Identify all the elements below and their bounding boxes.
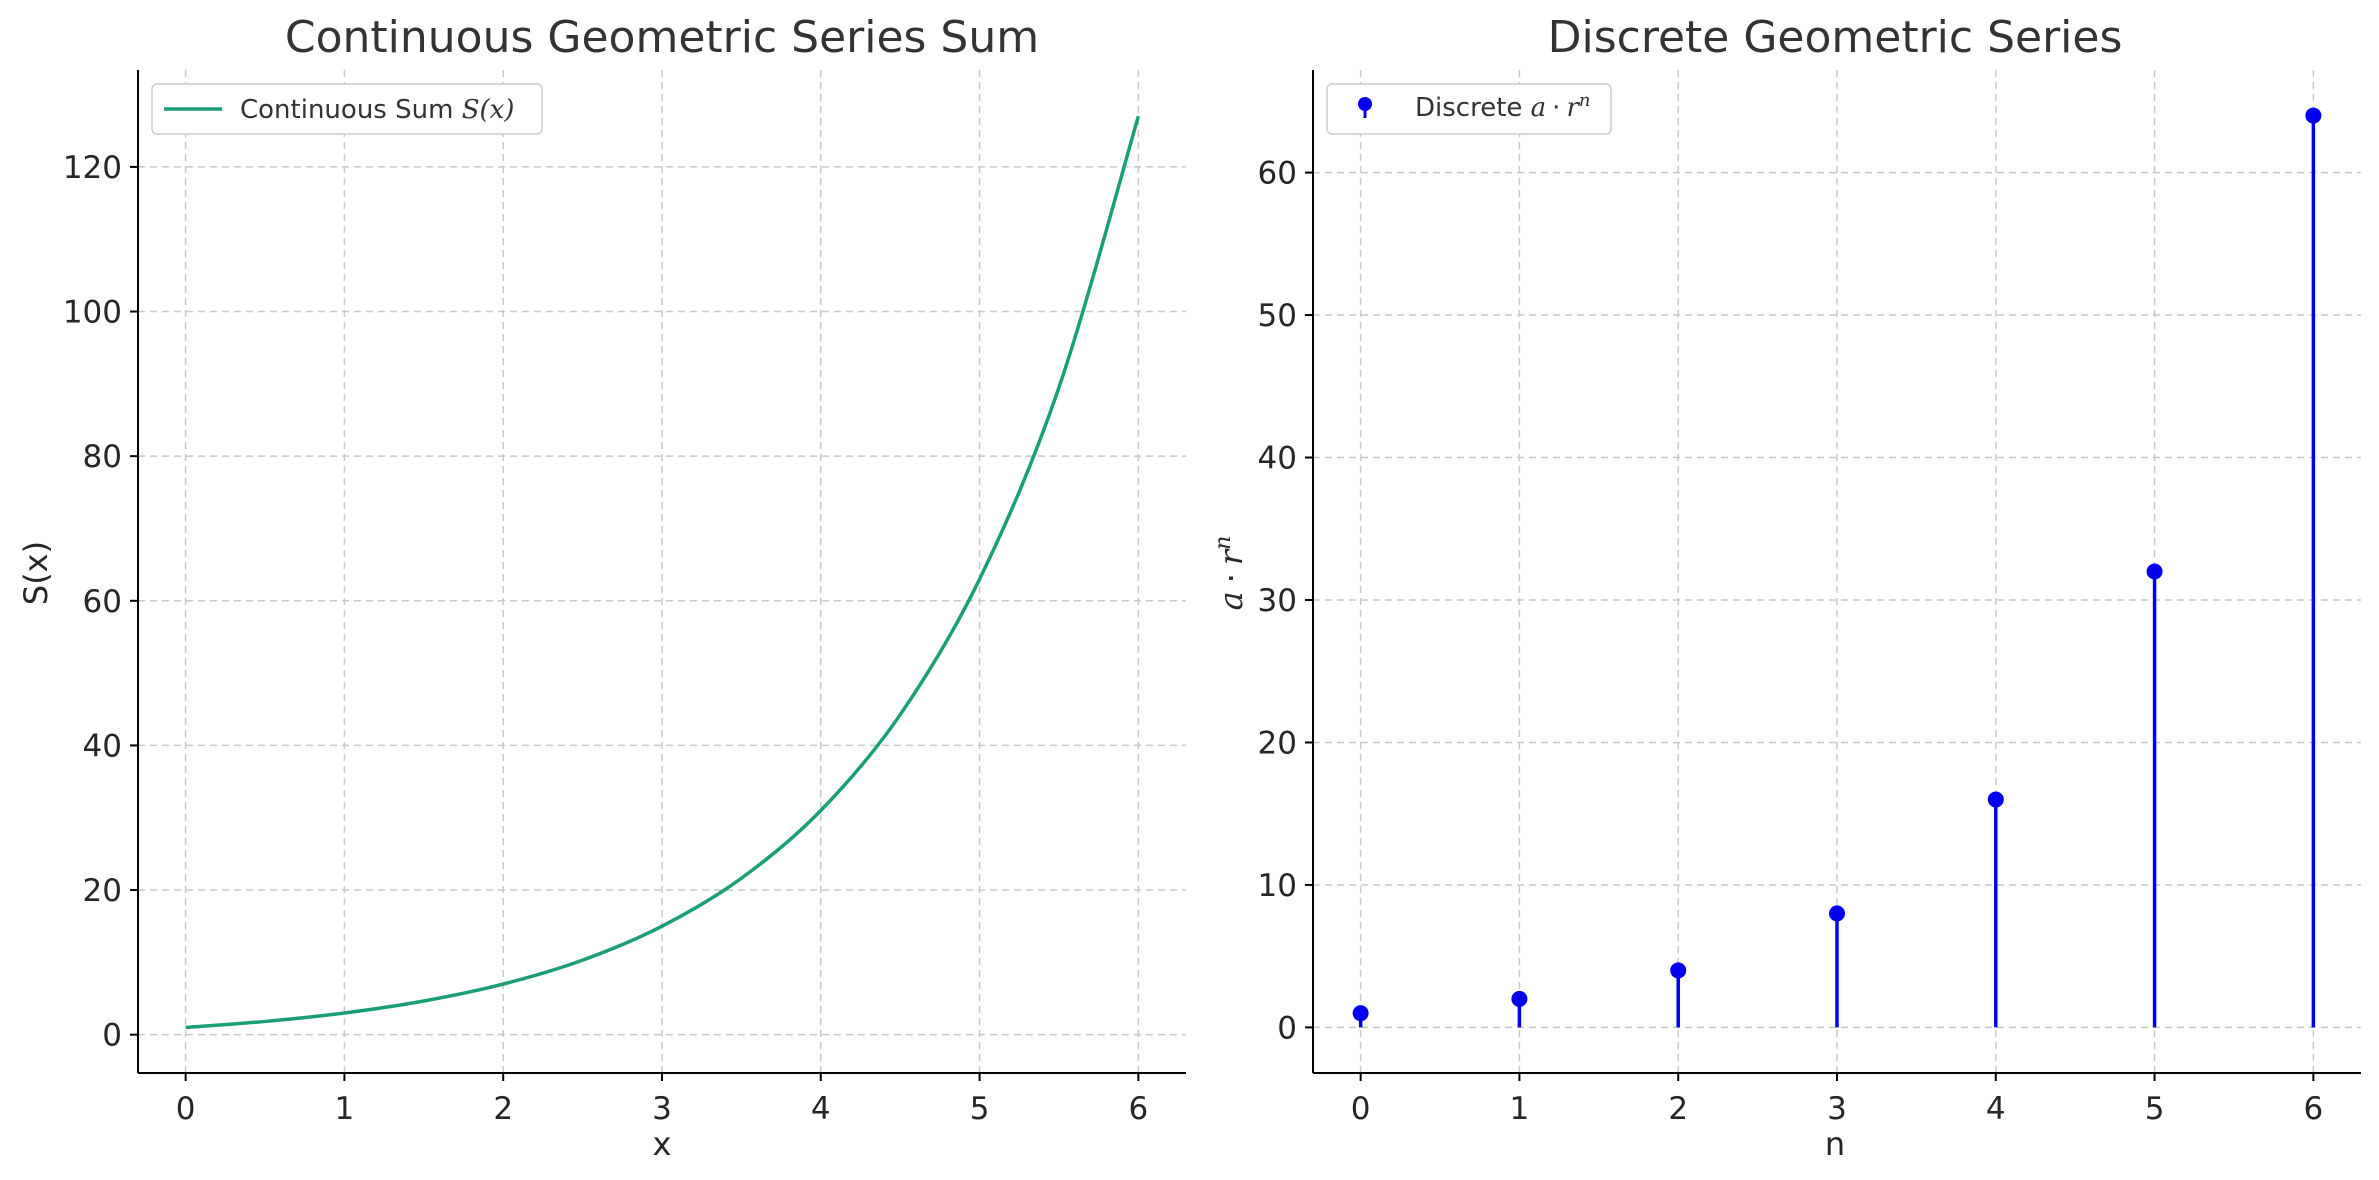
x-tick-label: 6 bbox=[1128, 1091, 1148, 1127]
y-tick-label: 10 bbox=[1258, 868, 1297, 904]
x-tick-label: 6 bbox=[2303, 1091, 2323, 1127]
y-tick-label: 0 bbox=[1277, 1010, 1297, 1046]
y-tick-label: 50 bbox=[1258, 298, 1297, 334]
plot-area bbox=[185, 115, 1141, 1030]
stem-marker bbox=[1670, 962, 1687, 979]
legend-box bbox=[151, 83, 543, 135]
x-tick-label: 4 bbox=[1986, 1091, 2006, 1127]
series-line bbox=[185, 115, 1141, 1030]
x-tick-label: 0 bbox=[1351, 1091, 1371, 1127]
x-axis-label: x bbox=[653, 1125, 672, 1163]
y-tick-label: 60 bbox=[1258, 156, 1297, 192]
y-axis-label: a · rn bbox=[1211, 536, 1250, 611]
grid bbox=[1313, 70, 2361, 1073]
y-axis-label: S(x) bbox=[17, 541, 55, 605]
plot-area bbox=[1352, 107, 2322, 1028]
stem-marker bbox=[2305, 107, 2322, 124]
stem-marker bbox=[1829, 905, 1845, 922]
y-tick-label: 60 bbox=[83, 584, 122, 620]
legend-math-superscript: n bbox=[1579, 90, 1591, 111]
y-tick-label: 40 bbox=[1258, 441, 1297, 477]
y-tick-label: 100 bbox=[63, 295, 122, 331]
x-axis-label: n bbox=[1825, 1125, 1845, 1163]
legend: Discrete a · rn bbox=[1326, 83, 1612, 135]
stem-marker bbox=[1511, 990, 1528, 1007]
y-tick-label: 80 bbox=[83, 439, 122, 475]
legend-label-prefix: Discrete bbox=[1415, 93, 1531, 123]
chart-title: Continuous Geometric Series Sum bbox=[285, 12, 1039, 63]
legend-entry-continuous: Continuous Sum S(x) bbox=[240, 95, 514, 125]
x-tick-label: 3 bbox=[1827, 1091, 1847, 1127]
y-tick-label: 20 bbox=[83, 873, 122, 909]
y-label-superscript: n bbox=[1211, 536, 1236, 550]
legend-math-a: a bbox=[1531, 93, 1547, 123]
y-label-a: a bbox=[1212, 591, 1250, 610]
continuous-sum-chart: Continuous Geometric Series Sum 0 1 2 3 4 5 60… bbox=[17, 12, 1186, 1163]
y-tick-label: 0 bbox=[102, 1018, 122, 1054]
y-label-dot: · bbox=[1212, 573, 1250, 583]
y-tick-label: 120 bbox=[63, 150, 122, 186]
y-label-r: r bbox=[1212, 548, 1250, 565]
x-tick-label: 3 bbox=[652, 1091, 672, 1127]
discrete-series-chart: Discrete Geometric Series 0 1 2 3 4 5 60102030… bbox=[1211, 12, 2361, 1163]
legend-label-prefix: Continuous Sum bbox=[240, 95, 462, 125]
legend-box bbox=[1326, 83, 1612, 135]
y-tick-label: 20 bbox=[1258, 725, 1297, 761]
x-tick-label: 5 bbox=[970, 1091, 990, 1127]
x-tick-label: 1 bbox=[335, 1091, 355, 1127]
x-tick-label: 1 bbox=[1510, 1091, 1530, 1127]
legend-entry-discrete: Discrete a · rn bbox=[1415, 90, 1590, 123]
stem-marker bbox=[1987, 791, 2004, 808]
chart-title: Discrete Geometric Series bbox=[1548, 12, 2123, 63]
y-tick-label: 40 bbox=[83, 728, 122, 764]
stem-marker bbox=[2146, 563, 2163, 580]
x-tick-label: 4 bbox=[811, 1091, 831, 1127]
legend-marker-swatch bbox=[1358, 97, 1372, 111]
x-tick-label: 2 bbox=[493, 1091, 513, 1127]
x-tick-label: 5 bbox=[2145, 1091, 2165, 1127]
legend-label-math: S(x) bbox=[462, 95, 515, 125]
x-tick-label: 0 bbox=[176, 1091, 196, 1127]
stem-marker bbox=[1352, 1005, 1369, 1022]
legend-math-dot: · bbox=[1552, 93, 1560, 123]
legend: Continuous Sum S(x) bbox=[151, 83, 543, 135]
grid bbox=[138, 70, 1186, 1073]
legend-math-r: r bbox=[1566, 93, 1580, 123]
x-tick-label: 2 bbox=[1668, 1091, 1688, 1127]
y-tick-label: 30 bbox=[1258, 583, 1297, 619]
